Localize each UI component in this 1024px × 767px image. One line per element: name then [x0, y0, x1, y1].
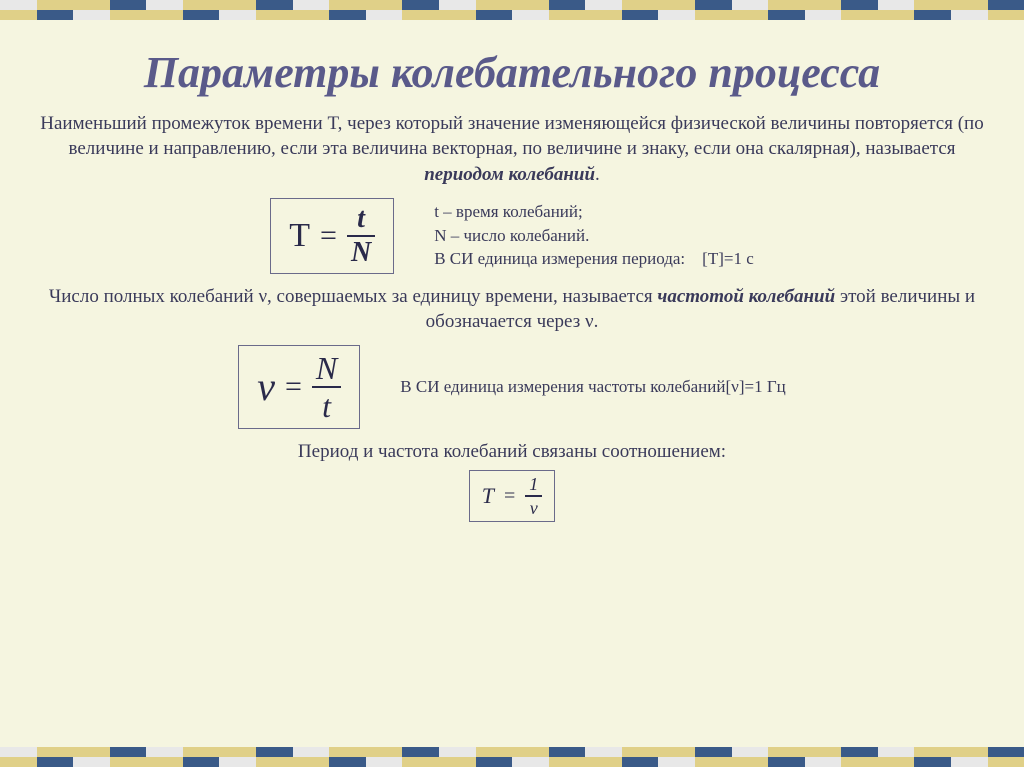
slide-content: Параметры колебательного процесса Наимен…: [0, 38, 1024, 729]
side-text-frequency: В СИ единица измерения частоты колебаний…: [400, 375, 785, 399]
formula-lhs: T: [482, 483, 494, 509]
formula-relation: T = 1 ν: [482, 475, 543, 517]
formula-box-relation: T = 1 ν: [469, 470, 556, 522]
formula-numerator: N: [312, 352, 341, 386]
para1-text-b: .: [595, 164, 600, 185]
border-row-2: [0, 10, 1024, 20]
border-row-1: [0, 0, 1024, 10]
formula-frequency: ν = N t: [257, 352, 341, 422]
formula-denominator: ν: [526, 497, 542, 517]
formula-lhs: T: [289, 217, 310, 255]
formula-lhs: ν: [257, 363, 275, 410]
formula-box-frequency: ν = N t: [238, 345, 360, 429]
side-line-2: N – число колебаний.: [434, 224, 754, 248]
para1-text-a: Наименьший промежуток времени T, через к…: [40, 113, 983, 160]
paragraph-period-definition: Наименьший промежуток времени T, через к…: [30, 111, 994, 188]
formula-numerator: t: [353, 205, 369, 235]
formula-row-period: T = t N t – время колебаний; N – число к…: [30, 198, 994, 274]
border-row-2: [0, 757, 1024, 767]
term-period: периодом колебаний: [424, 164, 595, 185]
top-border: [0, 0, 1024, 20]
formula-eq: =: [285, 370, 302, 404]
side-line-3: В СИ единица измерения периода: [T]=1 с: [434, 247, 754, 271]
formula-numerator: 1: [525, 475, 542, 495]
formula-fraction: 1 ν: [525, 475, 542, 517]
paragraph-relation: Период и частота колебаний связаны соотн…: [30, 439, 994, 465]
formula-box-period: T = t N: [270, 198, 394, 274]
slide-title: Параметры колебательного процесса: [30, 48, 994, 99]
bottom-border: [0, 747, 1024, 767]
formula-row-frequency: ν = N t В СИ единица измерения частоты к…: [30, 345, 994, 429]
formula-denominator: N: [347, 237, 375, 267]
formula-row-relation: T = 1 ν: [30, 470, 994, 522]
paragraph-frequency-definition: Число полных колебаний ν, совершаемых за…: [30, 284, 994, 335]
formula-fraction: t N: [347, 205, 375, 267]
formula-eq: =: [320, 219, 337, 253]
para2-text-a: Число полных колебаний ν, совершаемых за…: [49, 286, 657, 307]
term-frequency: частотой колебаний: [657, 286, 835, 307]
formula-denominator: t: [318, 388, 335, 422]
side-text-period: t – время колебаний; N – число колебаний…: [434, 200, 754, 271]
formula-period: T = t N: [289, 205, 375, 267]
border-row-1: [0, 747, 1024, 757]
side-line-1: t – время колебаний;: [434, 200, 754, 224]
formula-eq: =: [504, 485, 515, 508]
formula-fraction: N t: [312, 352, 341, 422]
